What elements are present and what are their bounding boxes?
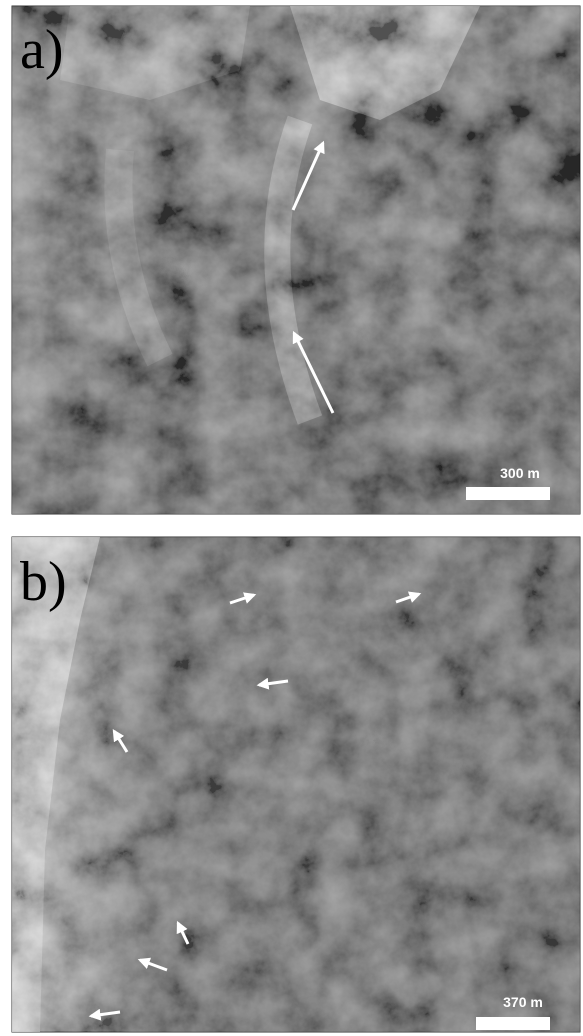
panel-label: a) [20,19,64,81]
panel-a: a) 300 m [12,6,580,514]
scale-label: 300 m [500,465,540,481]
texture [12,6,580,514]
page: a) 300 m b) 370 m (() => { const data = … [0,0,583,1036]
scale-bar [466,487,550,500]
panel-b: b) 370 m [12,537,580,1032]
figure: a) 300 m b) 370 m [0,0,583,1036]
scale-bar [476,1017,550,1030]
panel-label: b) [20,551,67,613]
texture [12,537,580,1032]
scale-label: 370 m [503,994,543,1010]
